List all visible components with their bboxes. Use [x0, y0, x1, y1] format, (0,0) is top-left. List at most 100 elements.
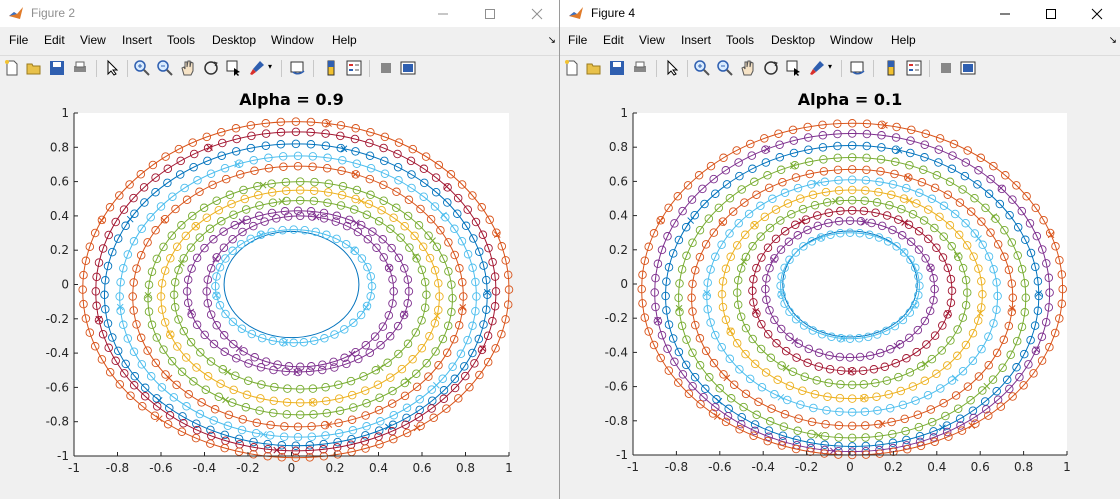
close-button[interactable]	[514, 0, 559, 27]
menu-tools[interactable]: Tools	[726, 33, 755, 47]
title-bar[interactable]: Figure 2	[0, 0, 559, 27]
legend-icon[interactable]	[905, 59, 923, 77]
marker-circle	[796, 194, 805, 203]
menu-window[interactable]: Window	[271, 33, 314, 47]
marker-circle	[845, 216, 855, 225]
menu-insert[interactable]: Insert	[681, 33, 712, 47]
marker-circle	[1026, 248, 1036, 258]
menu-help[interactable]: Help	[332, 33, 357, 47]
menu-insert[interactable]: Insert	[122, 33, 153, 47]
pointer-icon[interactable]	[103, 59, 121, 77]
legend-icon[interactable]	[345, 59, 363, 77]
zoom-in-icon[interactable]	[133, 59, 151, 77]
plot-area[interactable]: Alpha = 0.1-1 -0.8 -0.6 -0.4 -0.2 0 0.2 0.4 0.6 0…	[560, 80, 1120, 499]
marker-circle	[251, 428, 261, 438]
rotate-3d-icon[interactable]	[762, 59, 780, 77]
marker-x	[235, 345, 243, 352]
pan-hand-icon[interactable]	[739, 59, 757, 77]
show-plot-tools-icon[interactable]	[399, 59, 417, 77]
plot-area[interactable]: Alpha = 0.9-1 -0.8 -0.6 -0.4 -0.2 0 0.2 0.4 0.6 0…	[0, 80, 559, 499]
marker-circle	[151, 358, 161, 368]
menu-help[interactable]: Help	[891, 33, 916, 47]
marker-circle	[896, 386, 906, 396]
new-figure-icon[interactable]	[563, 59, 581, 77]
minimize-button[interactable]	[420, 0, 466, 27]
data-cursor-icon[interactable]	[225, 59, 243, 77]
link-plot-icon[interactable]	[849, 59, 867, 77]
title-bar[interactable]: Figure 4	[560, 0, 1120, 27]
menu-window[interactable]: Window	[830, 33, 873, 47]
menu-desktop[interactable]: Desktop	[212, 33, 257, 47]
marker-x	[357, 197, 365, 205]
brush-icon[interactable]	[808, 59, 826, 77]
hide-plot-tools-icon[interactable]	[377, 59, 395, 77]
marker-circle	[861, 441, 871, 451]
menu-view[interactable]: View	[639, 33, 665, 47]
marker-circle	[901, 426, 910, 436]
marker-circle	[267, 179, 276, 188]
data-cursor-icon[interactable]	[785, 59, 803, 77]
open-file-icon[interactable]	[585, 59, 603, 77]
zoom-in-icon[interactable]	[693, 59, 711, 77]
menu-edit[interactable]: Edit	[44, 33, 65, 47]
marker-x	[353, 219, 360, 227]
figure-window-2[interactable]: Figure 2 File Edit View Insert Tools Des…	[0, 0, 560, 499]
marker-circle	[906, 237, 916, 247]
pan-hand-icon[interactable]	[179, 59, 197, 77]
marker-circle	[644, 242, 653, 252]
marker-circle	[443, 198, 452, 207]
marker-circle	[902, 435, 911, 445]
dock-arrow-icon[interactable]: ↘	[547, 35, 556, 46]
brush-dropdown-icon[interactable]: ▾	[828, 62, 833, 71]
series-line-2	[206, 215, 395, 368]
menu-file[interactable]: File	[568, 33, 588, 47]
marker-circle	[101, 304, 110, 314]
save-icon[interactable]	[608, 59, 626, 77]
marker-circle	[439, 254, 448, 263]
marker-circle	[323, 198, 332, 207]
marker-circle	[220, 347, 229, 357]
marker-circle	[219, 227, 228, 236]
marker-circle	[780, 226, 790, 236]
link-plot-icon[interactable]	[289, 59, 307, 77]
marker-circle	[108, 333, 117, 342]
marker-circle	[269, 396, 279, 406]
pointer-icon[interactable]	[663, 59, 681, 77]
zoom-out-icon[interactable]	[716, 59, 734, 77]
minimize-button[interactable]	[982, 0, 1028, 27]
menu-file[interactable]: File	[9, 33, 29, 47]
figure-window-4[interactable]: Figure 4 File Edit View Insert Tools Des…	[560, 0, 1120, 499]
open-file-icon[interactable]	[25, 59, 43, 77]
marker-circle	[360, 386, 370, 395]
maximize-button[interactable]	[467, 0, 513, 27]
marker-circle	[780, 188, 790, 198]
hide-plot-tools-icon[interactable]	[937, 59, 955, 77]
new-figure-icon[interactable]	[3, 59, 21, 77]
marker-circle	[121, 359, 130, 369]
marker-circle	[924, 205, 933, 214]
marker-circle	[781, 346, 791, 356]
menu-tools[interactable]: Tools	[167, 33, 196, 47]
close-button[interactable]	[1074, 0, 1120, 27]
dock-arrow-icon[interactable]: ↘	[1108, 35, 1117, 46]
colorbar-icon[interactable]	[322, 59, 340, 77]
menu-desktop[interactable]: Desktop	[771, 33, 816, 47]
brush-dropdown-icon[interactable]: ▾	[268, 62, 273, 71]
marker-circle	[664, 203, 673, 213]
print-icon[interactable]	[71, 59, 89, 77]
menu-view[interactable]: View	[80, 33, 106, 47]
zoom-out-icon[interactable]	[156, 59, 174, 77]
brush-icon[interactable]	[248, 59, 266, 77]
marker-circle	[700, 199, 709, 209]
maximize-button[interactable]	[1028, 0, 1074, 27]
marker-circle	[295, 185, 305, 195]
marker-circle	[1044, 273, 1054, 283]
print-icon[interactable]	[631, 59, 649, 77]
marker-circle	[748, 242, 757, 251]
marker-circle	[806, 438, 816, 447]
save-icon[interactable]	[48, 59, 66, 77]
colorbar-icon[interactable]	[882, 59, 900, 77]
rotate-3d-icon[interactable]	[202, 59, 220, 77]
menu-edit[interactable]: Edit	[603, 33, 624, 47]
show-plot-tools-icon[interactable]	[959, 59, 977, 77]
